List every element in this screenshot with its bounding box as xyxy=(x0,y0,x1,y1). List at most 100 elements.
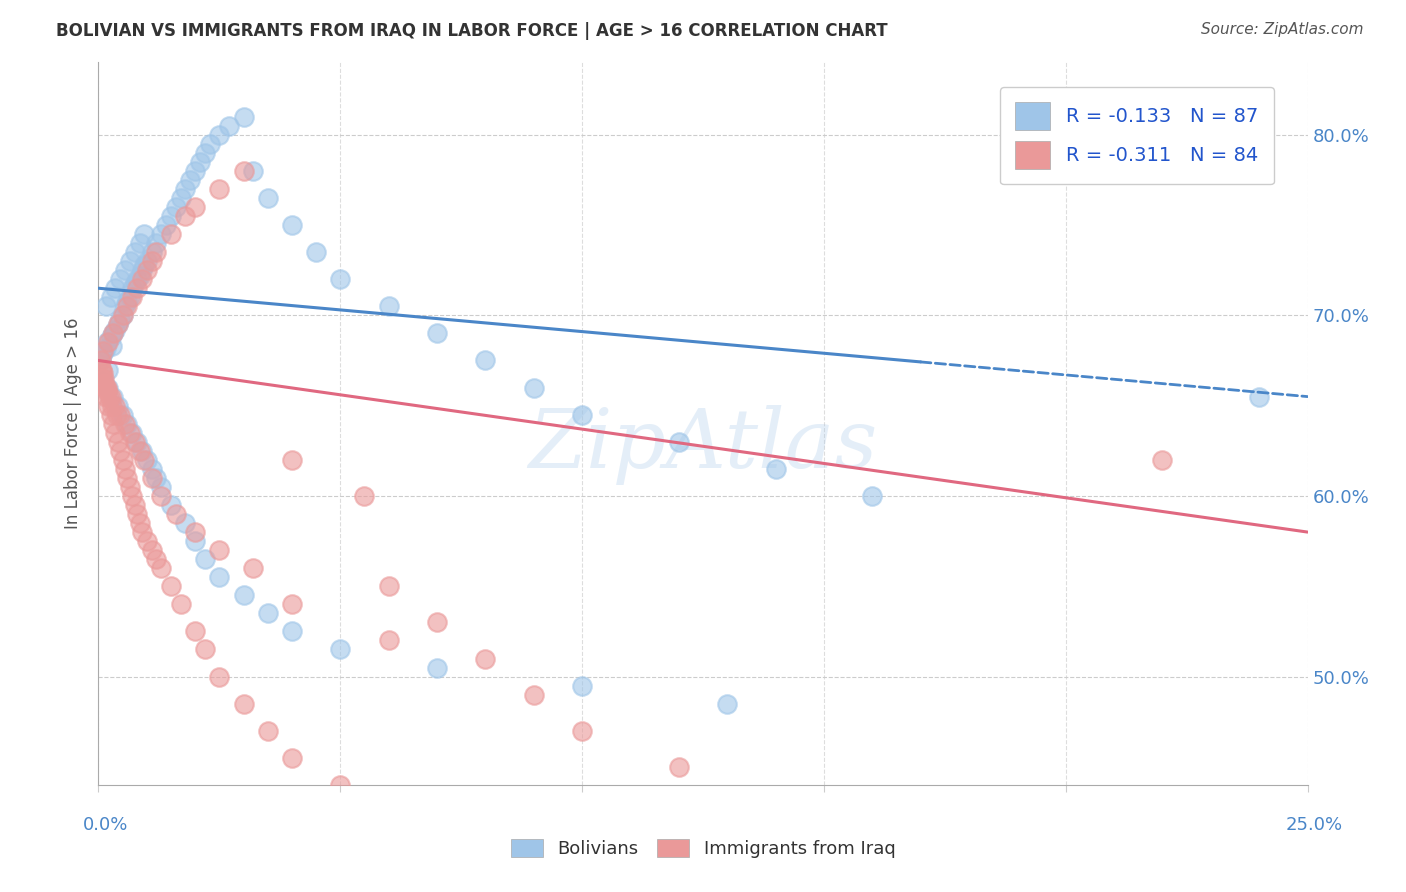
Point xyxy=(716,697,738,711)
Point xyxy=(353,489,375,503)
Point xyxy=(426,660,449,674)
Point xyxy=(165,200,187,214)
Point xyxy=(96,381,118,395)
Point xyxy=(91,362,114,376)
Point xyxy=(174,209,197,223)
Point xyxy=(1152,453,1174,467)
Point xyxy=(208,670,231,684)
Point xyxy=(426,326,449,341)
Text: 25.0%: 25.0% xyxy=(1286,816,1343,834)
Point xyxy=(114,417,136,431)
Point xyxy=(242,164,264,178)
Point xyxy=(90,353,112,368)
Text: 0.0%: 0.0% xyxy=(83,816,128,834)
Legend: Bolivians, Immigrants from Iraq: Bolivians, Immigrants from Iraq xyxy=(503,831,903,865)
Point xyxy=(100,290,122,304)
Point xyxy=(118,254,141,268)
Point xyxy=(377,633,399,648)
Point xyxy=(145,552,167,566)
Point xyxy=(150,480,173,494)
Point xyxy=(145,235,167,250)
Point xyxy=(91,371,114,385)
Point xyxy=(118,290,141,304)
Point xyxy=(100,330,122,344)
Point xyxy=(97,335,120,350)
Point xyxy=(114,263,136,277)
Point xyxy=(117,417,139,431)
Point xyxy=(121,281,143,295)
Point xyxy=(131,272,153,286)
Point xyxy=(90,353,112,368)
Point xyxy=(160,498,183,512)
Point xyxy=(668,434,690,449)
Point xyxy=(141,543,163,558)
Text: ZipAtlas: ZipAtlas xyxy=(529,405,877,485)
Point xyxy=(121,489,143,503)
Point xyxy=(91,371,114,385)
Point xyxy=(256,191,278,205)
Point xyxy=(208,128,231,142)
Point xyxy=(184,534,207,549)
Point xyxy=(96,335,118,350)
Point xyxy=(208,543,231,558)
Point xyxy=(128,443,150,458)
Point xyxy=(135,534,157,549)
Point xyxy=(108,443,131,458)
Point xyxy=(232,588,254,602)
Point xyxy=(104,281,127,295)
Point xyxy=(860,489,883,503)
Point xyxy=(128,268,150,283)
Point xyxy=(93,376,115,391)
Point xyxy=(523,381,546,395)
Point xyxy=(101,326,124,341)
Point xyxy=(100,390,122,404)
Point xyxy=(571,679,593,693)
Point xyxy=(100,408,122,422)
Point xyxy=(194,642,217,657)
Point xyxy=(97,362,120,376)
Point xyxy=(131,443,153,458)
Point xyxy=(174,182,197,196)
Point xyxy=(194,145,217,160)
Point xyxy=(218,119,240,133)
Point xyxy=(571,408,593,422)
Point xyxy=(160,227,183,241)
Point xyxy=(256,723,278,738)
Point xyxy=(101,417,124,431)
Point xyxy=(329,642,352,657)
Point xyxy=(118,480,141,494)
Point xyxy=(96,384,118,399)
Point xyxy=(124,245,146,260)
Point xyxy=(474,651,496,665)
Point xyxy=(160,579,183,593)
Point xyxy=(127,434,149,449)
Point xyxy=(94,341,117,355)
Point xyxy=(105,408,128,422)
Point xyxy=(165,507,187,521)
Point xyxy=(127,272,149,286)
Point xyxy=(141,254,163,268)
Point xyxy=(108,272,131,286)
Point xyxy=(108,312,131,326)
Text: BOLIVIAN VS IMMIGRANTS FROM IRAQ IN LABOR FORCE | AGE > 16 CORRELATION CHART: BOLIVIAN VS IMMIGRANTS FROM IRAQ IN LABO… xyxy=(56,22,887,40)
Point xyxy=(256,607,278,621)
Point xyxy=(281,218,304,232)
Point xyxy=(94,390,117,404)
Point xyxy=(150,489,173,503)
Point xyxy=(377,299,399,313)
Point xyxy=(127,507,149,521)
Point xyxy=(141,462,163,476)
Point xyxy=(194,552,217,566)
Point xyxy=(117,293,139,308)
Point xyxy=(169,598,191,612)
Point xyxy=(131,263,153,277)
Point xyxy=(242,561,264,575)
Point xyxy=(114,462,136,476)
Point xyxy=(135,453,157,467)
Point xyxy=(155,218,177,232)
Point xyxy=(98,390,121,404)
Point xyxy=(107,399,129,413)
Y-axis label: In Labor Force | Age > 16: In Labor Force | Age > 16 xyxy=(65,318,83,530)
Point xyxy=(90,362,112,376)
Point xyxy=(101,399,124,413)
